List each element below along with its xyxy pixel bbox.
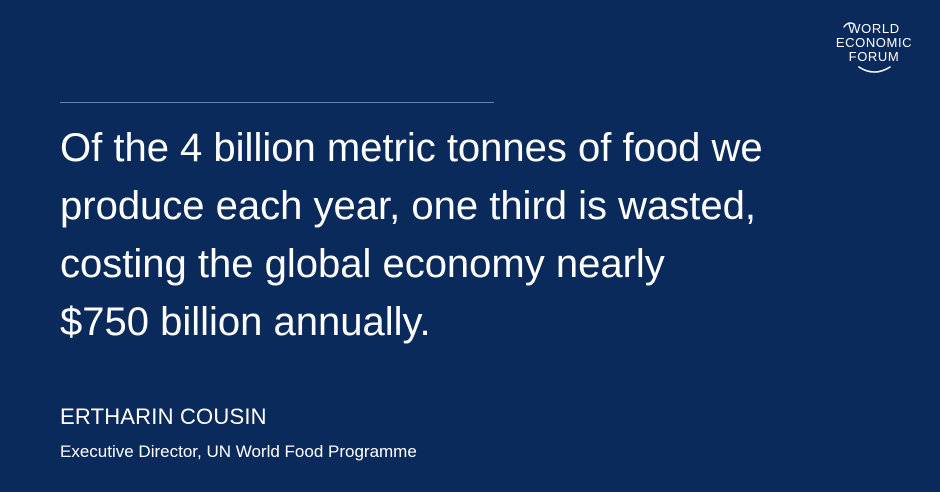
quote-line: produce each year, one third is wasted,	[60, 184, 756, 228]
quote-line: $750 billion annually.	[60, 300, 431, 344]
quote-line: Of the 4 billion metric tonnes of food w…	[60, 126, 763, 170]
author-title: Executive Director, UN World Food Progra…	[60, 442, 417, 461]
logo-line-economic: ECONOMIC	[835, 35, 913, 50]
logo-line-forum: FORUM	[848, 49, 900, 64]
logo-arc-icon	[843, 22, 891, 73]
author-name: ERTHARIN COUSIN	[60, 404, 267, 429]
quote-line: costing the global economy nearly	[60, 242, 665, 286]
quote-text: Of the 4 billion metric tonnes of food w…	[60, 119, 880, 351]
logo-line-world: WORLD	[848, 21, 900, 36]
world-economic-forum-logo: WORLD ECONOMIC FORUM	[826, 20, 922, 80]
divider-line	[60, 102, 494, 103]
